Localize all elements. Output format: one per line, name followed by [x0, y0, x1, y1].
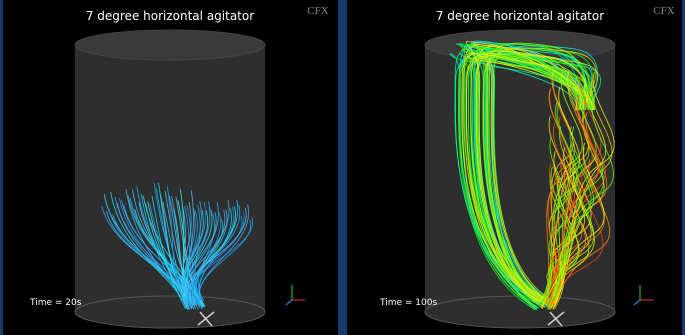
screenshot: 7 degree horizontal agitator CFX Time = …	[0, 0, 685, 335]
panel-title: 7 degree horizontal agitator	[436, 9, 604, 23]
cylinder-top	[75, 30, 265, 60]
logo: CFX	[307, 5, 328, 17]
panel-left: 7 degree horizontal agitator CFX Time = …	[3, 0, 338, 335]
page: 7 degree horizontal agitator CFX Time = …	[0, 0, 685, 335]
logo: CFX	[653, 5, 674, 17]
time-label: Time = 20s	[29, 298, 82, 308]
time-label: Time = 100s	[379, 298, 437, 308]
panel-right: 7 degree horizontal agitator CFX Time = …	[347, 0, 682, 335]
cylinder-body	[75, 45, 265, 328]
panel-title: 7 degree horizontal agitator	[86, 9, 254, 23]
